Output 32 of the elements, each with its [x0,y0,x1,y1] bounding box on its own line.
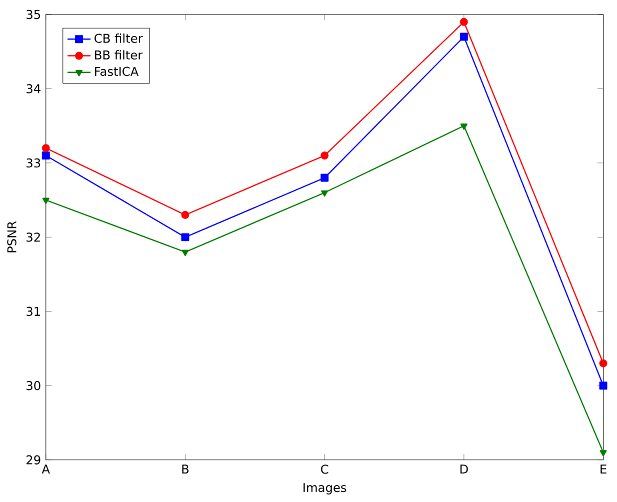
x-tick-label: C [321,464,328,474]
point [460,18,468,26]
point [460,32,468,41]
point [320,152,329,160]
point [181,233,190,242]
y-tick-label: 31 [26,306,40,316]
point [460,124,468,130]
y-tick-label: 32 [26,232,40,242]
x-axis-title: Images [304,483,346,495]
point [42,144,50,152]
point [42,198,50,204]
legend-label: BB filter [95,50,143,60]
x-tick-label: B [182,464,189,474]
legend-label: CB filter [94,34,143,44]
point [181,211,190,220]
y-axis-title: PSNR [7,221,16,252]
y-tick-label: 34 [26,84,40,94]
y-tick-label: 35 [26,10,40,20]
point [599,382,608,390]
x-tick-label: E [600,464,606,474]
point [42,152,50,160]
point [320,174,329,182]
x-tick-label: D [460,464,468,474]
x-tick-label: A [42,464,50,474]
point [600,450,607,457]
y-tick-label: 29 [26,455,40,465]
point [599,360,608,368]
y-tick-label: 30 [26,381,40,390]
point [321,190,328,197]
point [182,250,189,256]
y-tick-label: 33 [26,158,40,168]
legend-label: FastICA [95,66,139,76]
